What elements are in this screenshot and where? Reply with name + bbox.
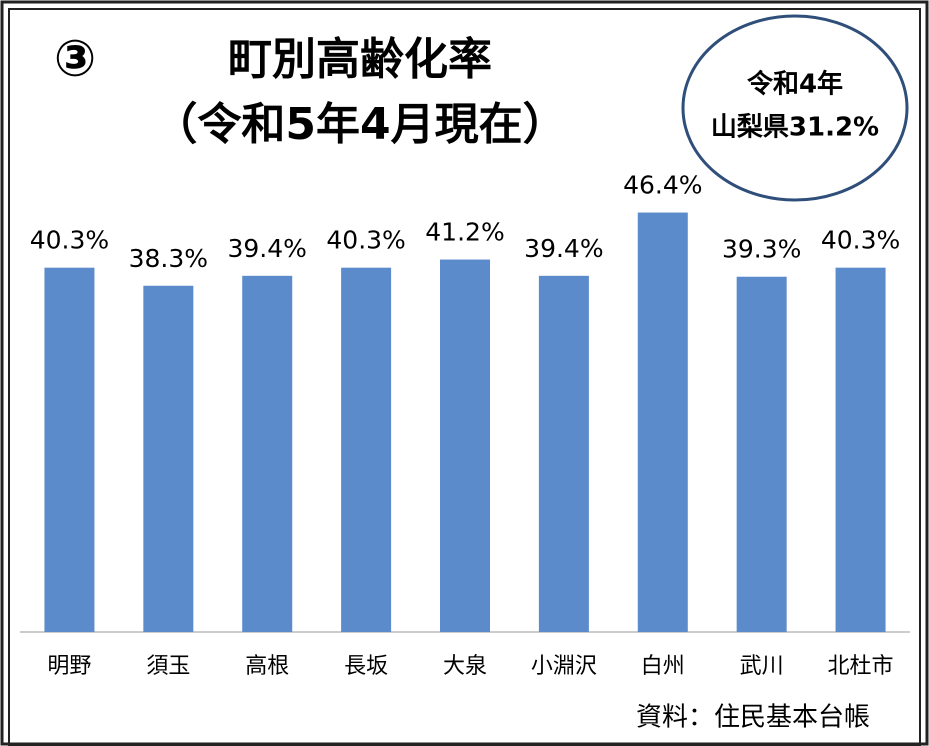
bar <box>835 267 886 632</box>
badge: ③ <box>54 30 96 88</box>
x-tick-label: 白州 <box>641 654 685 679</box>
bar <box>538 275 589 632</box>
data-label: 46.4% <box>623 171 702 200</box>
chart-subtitle: （令和5年4月現在） <box>153 99 566 150</box>
x-tick-label: 武川 <box>740 654 784 679</box>
source: 資料：住民基本台帳 <box>636 703 870 733</box>
data-label: 39.3% <box>722 235 801 264</box>
data-label: 39.4% <box>228 234 307 263</box>
frame-inner <box>8 8 921 746</box>
x-tick-label: 長坂 <box>344 654 388 679</box>
bar <box>242 275 293 632</box>
bar <box>637 212 688 632</box>
data-label: 39.4% <box>524 234 603 263</box>
data-label: 38.3% <box>129 244 208 273</box>
bar <box>341 267 392 632</box>
x-tick-label: 明野 <box>47 654 91 679</box>
annotation-ellipse <box>681 14 909 202</box>
x-tick-label: 高根 <box>245 654 289 679</box>
data-label: 41.2% <box>425 218 504 247</box>
x-tick-label: 須玉 <box>146 654 190 679</box>
data-label: 40.3% <box>821 226 900 255</box>
bar <box>143 285 194 632</box>
bar <box>44 267 95 632</box>
annotation: 令和4年 <box>747 69 843 100</box>
x-tick-label: 大泉 <box>443 654 487 679</box>
data-label: 40.3% <box>30 226 109 255</box>
data-label: 40.3% <box>326 226 405 255</box>
annotation: 山梨県31.2% <box>711 113 879 143</box>
x-tick-label: 小淵沢 <box>531 654 597 679</box>
bar <box>440 259 490 632</box>
chart-title: 町別高齢化率 <box>228 34 492 85</box>
x-tick-label: 北杜市 <box>828 654 894 679</box>
bar <box>736 276 787 632</box>
